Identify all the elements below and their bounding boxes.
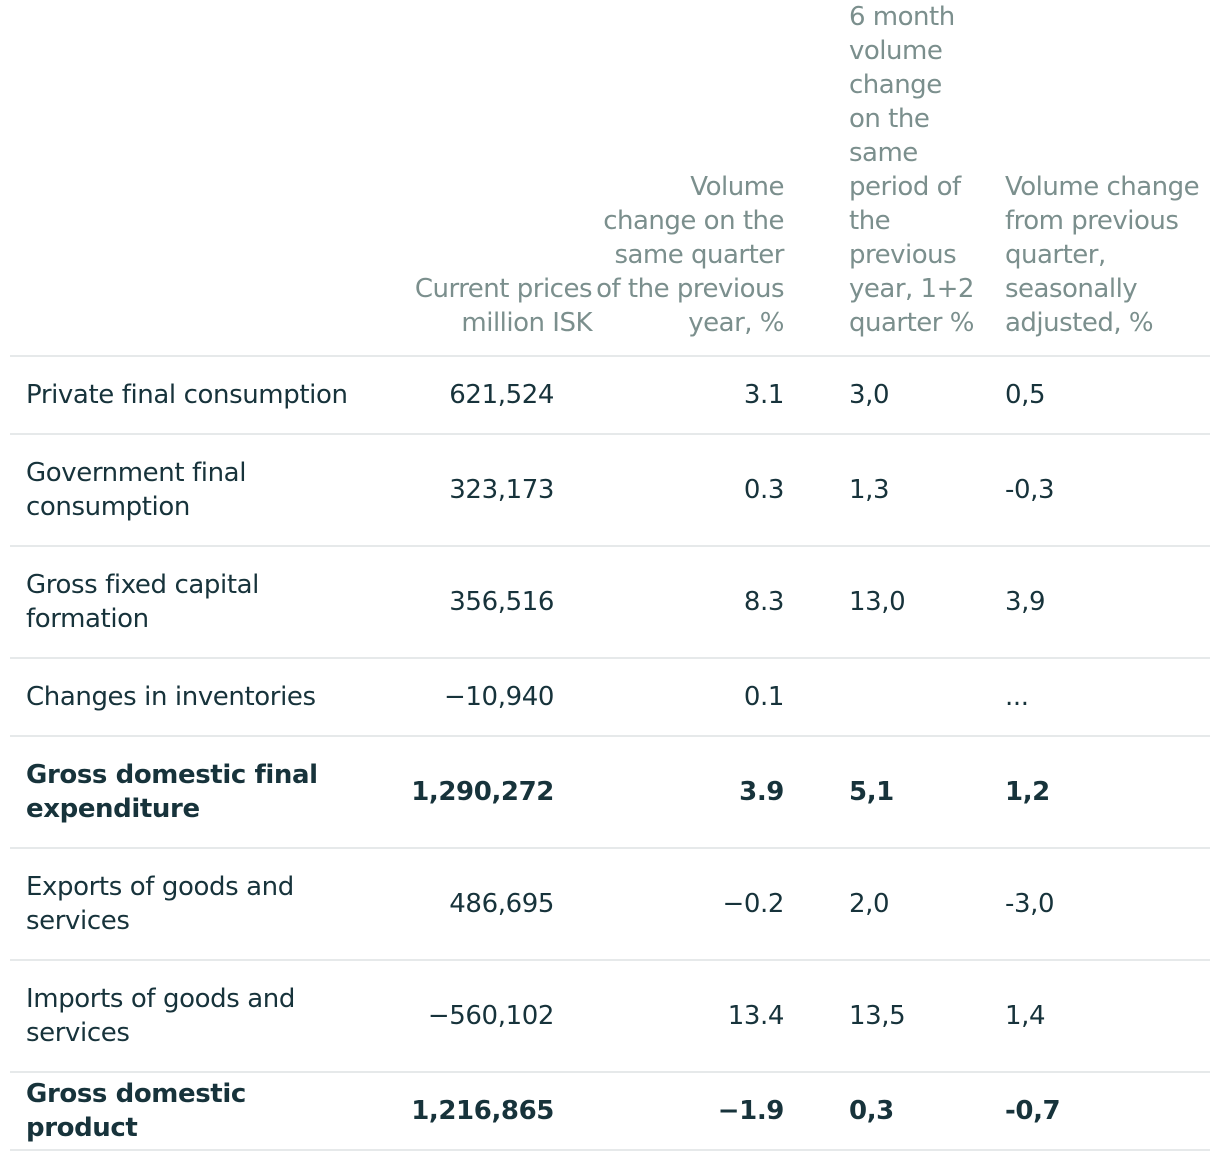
current-prices-cell: 486,695 [366, 847, 592, 960]
table-row: Gross fixed capital formation 356,516 8.… [10, 545, 1210, 658]
volume-change-yoy-cell: 0.3 [592, 433, 796, 546]
six-month-change-cell: 13,0 [796, 545, 978, 658]
table-row-total: Gross domestic product 1,216,865 −1.9 0,… [10, 1071, 1210, 1151]
quarter-change-cell: -0,3 [978, 433, 1210, 546]
volume-change-yoy-cell: −0.2 [592, 847, 796, 960]
six-month-change-cell [796, 657, 978, 736]
volume-change-yoy-cell: −1.9 [592, 1071, 796, 1151]
quarter-change-cell: 1,4 [978, 959, 1210, 1072]
header-quarter-change: Volume change from previous quarter, sea… [1005, 172, 1200, 338]
six-month-change-cell: 3,0 [796, 355, 978, 434]
current-prices-cell: 1,290,272 [366, 735, 592, 848]
volume-change-yoy-cell: 0.1 [592, 657, 796, 736]
six-month-change-cell: 2,0 [796, 847, 978, 960]
row-label: Exports of goods and services [10, 847, 366, 960]
quarter-change-cell: -3,0 [978, 847, 1210, 960]
gdp-table-container: Current prices million ISK Volume change… [10, 0, 1210, 1151]
quarter-change-cell: 3,9 [978, 545, 1210, 658]
six-month-change-cell: 5,1 [796, 735, 978, 848]
row-label: Private final consumption [10, 355, 366, 434]
current-prices-cell: 323,173 [366, 433, 592, 546]
volume-change-yoy-cell: 8.3 [592, 545, 796, 658]
row-label: Gross domestic product [10, 1071, 366, 1151]
table-row: Government final consumption 323,173 0.3… [10, 433, 1210, 546]
quarter-change-cell: 1,2 [978, 735, 1210, 848]
table-row: Imports of goods and services −560,102 1… [10, 959, 1210, 1072]
header-six-month-change: 6 month volume change on the same period… [849, 2, 974, 338]
quarter-change-cell: 0,5 [978, 355, 1210, 434]
gdp-table: Current prices million ISK Volume change… [10, 0, 1210, 1151]
six-month-change-cell: 1,3 [796, 433, 978, 546]
header-current-prices: Current prices million ISK [414, 274, 593, 338]
table-row: Changes in inventories −10,940 0.1 ... [10, 657, 1210, 736]
table-row: Exports of goods and services 486,695 −0… [10, 847, 1210, 960]
row-label: Imports of goods and services [10, 959, 366, 1072]
quarter-change-cell: ... [978, 657, 1210, 736]
row-label: Government final consumption [10, 433, 366, 546]
six-month-change-cell: 0,3 [796, 1071, 978, 1151]
current-prices-cell: −10,940 [366, 657, 592, 736]
current-prices-cell: 1,216,865 [366, 1071, 592, 1151]
header-volume-change-yoy: Volume change on the same quarter of the… [596, 172, 784, 338]
row-label: Gross domestic final expenditure [10, 735, 366, 848]
six-month-change-cell: 13,5 [796, 959, 978, 1072]
volume-change-yoy-cell: 13.4 [592, 959, 796, 1072]
volume-change-yoy-cell: 3.9 [592, 735, 796, 848]
table-header-row: Current prices million ISK Volume change… [10, 0, 1210, 356]
quarter-change-cell: -0,7 [978, 1071, 1210, 1151]
current-prices-cell: 356,516 [366, 545, 592, 658]
row-label: Changes in inventories [10, 657, 366, 736]
volume-change-yoy-cell: 3.1 [592, 355, 796, 434]
current-prices-cell: 621,524 [366, 355, 592, 434]
current-prices-cell: −560,102 [366, 959, 592, 1072]
row-label: Gross fixed capital formation [10, 545, 366, 658]
header-label [10, 0, 366, 356]
table-row: Private final consumption 621,524 3.1 3,… [10, 355, 1210, 434]
table-row-total: Gross domestic final expenditure 1,290,2… [10, 735, 1210, 848]
